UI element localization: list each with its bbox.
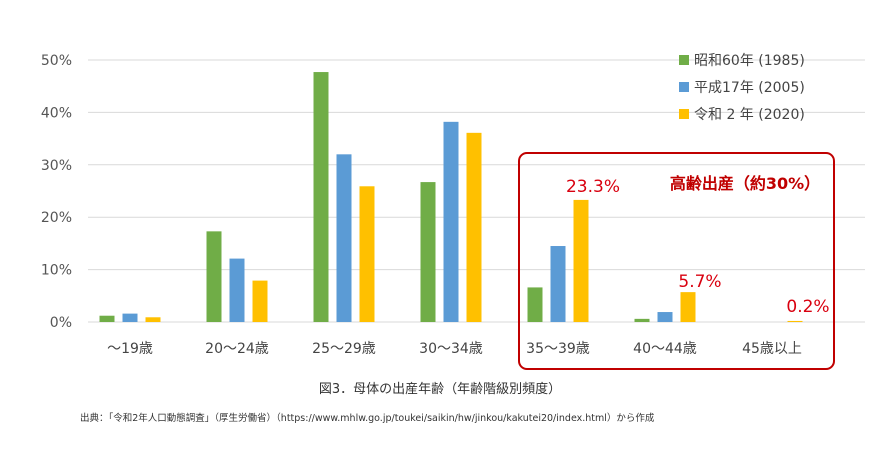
highlight-box bbox=[518, 152, 835, 370]
x-category-label: 40～44歳 bbox=[633, 341, 697, 357]
y-tick-label: 50% bbox=[41, 53, 72, 69]
figure-caption: 図3．母体の出産年齢（年齢階級別頻度） bbox=[318, 382, 562, 397]
highlight-annotation: 高齢出産（約30%） bbox=[670, 174, 820, 193]
x-category-label: 30～34歳 bbox=[419, 341, 483, 357]
bar bbox=[443, 121, 459, 322]
x-axis-categories: ～19歳 20～24歳 25～29歳 30～34歳 35～39歳 40～44歳 45歳以上 bbox=[107, 341, 802, 357]
bar bbox=[229, 258, 245, 322]
x-category-label: 25～29歳 bbox=[312, 341, 376, 357]
y-tick-label: 20% bbox=[41, 210, 72, 226]
x-category-label: 20～24歳 bbox=[205, 341, 269, 357]
x-category-label: 35～39歳 bbox=[526, 341, 590, 357]
legend: 昭和60年 (1985) 平成17年 (2005) 令和 2 年 (2020) bbox=[679, 53, 805, 123]
data-label-40-44: 5.7% bbox=[678, 272, 721, 292]
data-label-35-39: 23.3% bbox=[566, 177, 620, 197]
bar bbox=[336, 154, 352, 322]
y-tick-label: 0% bbox=[50, 315, 72, 331]
source-note: 出典：「令和2年人口動態調査」（厚生労働省）（https://www.mhlw.… bbox=[80, 413, 655, 424]
bar bbox=[206, 231, 222, 322]
legend-label: 平成17年 (2005) bbox=[694, 80, 805, 96]
bar bbox=[466, 132, 482, 322]
bar bbox=[99, 315, 115, 322]
data-label-45-plus: 0.2% bbox=[786, 297, 829, 317]
bar bbox=[359, 186, 375, 322]
bar bbox=[252, 280, 268, 322]
legend-swatch bbox=[679, 55, 689, 65]
bar bbox=[527, 287, 543, 322]
legend-swatch bbox=[679, 109, 689, 119]
bar bbox=[787, 320, 803, 322]
bar bbox=[550, 246, 566, 322]
x-category-label: 45歳以上 bbox=[742, 341, 802, 357]
y-tick-label: 30% bbox=[41, 158, 72, 174]
bar bbox=[573, 199, 589, 322]
bars bbox=[99, 72, 803, 322]
bar bbox=[145, 317, 161, 322]
y-axis-ticks: 0% 10% 20% 30% 40% 50% bbox=[41, 53, 72, 331]
bar bbox=[420, 182, 436, 322]
y-tick-label: 40% bbox=[41, 105, 72, 121]
x-category-label: ～19歳 bbox=[107, 341, 153, 357]
bar bbox=[634, 318, 650, 322]
bar bbox=[657, 312, 673, 322]
bar bbox=[122, 313, 138, 322]
bar bbox=[313, 72, 329, 322]
y-tick-label: 10% bbox=[41, 263, 72, 279]
bar bbox=[680, 292, 696, 322]
legend-label: 昭和60年 (1985) bbox=[694, 53, 805, 69]
legend-swatch bbox=[679, 82, 689, 92]
legend-label: 令和 2 年 (2020) bbox=[694, 107, 805, 123]
